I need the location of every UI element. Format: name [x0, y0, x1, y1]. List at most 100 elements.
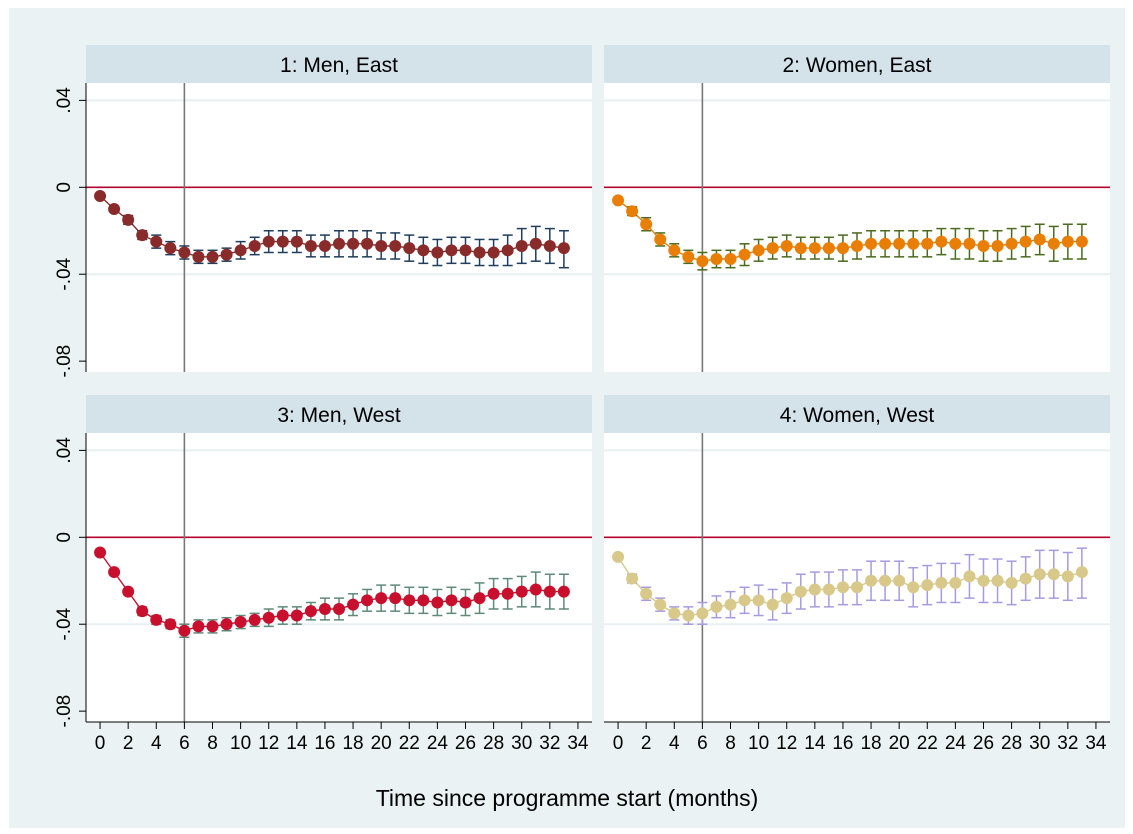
data-point	[557, 585, 570, 598]
x-tick-label: 30	[511, 733, 532, 754]
data-point	[766, 242, 779, 255]
panel-2: 2: Women, East	[604, 45, 1110, 372]
data-point	[654, 233, 667, 246]
data-point	[178, 246, 191, 259]
data-point	[459, 596, 472, 609]
x-tick-label: 0	[613, 733, 624, 754]
data-point	[262, 235, 275, 248]
data-point	[963, 570, 976, 583]
data-point	[206, 620, 219, 633]
data-point	[738, 248, 751, 261]
data-point	[304, 605, 317, 618]
x-tick-label: 14	[804, 733, 826, 754]
data-point	[626, 572, 639, 585]
x-tick-label: 34	[567, 733, 589, 754]
plot-area	[86, 83, 592, 372]
data-point	[375, 239, 388, 252]
data-point	[1019, 572, 1032, 585]
y-tick-label: .04	[54, 87, 75, 114]
x-tick-label: 4	[151, 733, 162, 754]
data-point	[696, 607, 709, 620]
data-point	[1075, 235, 1088, 248]
data-point	[347, 237, 360, 250]
x-tick-label: 10	[748, 733, 769, 754]
data-point	[668, 244, 681, 257]
data-point	[276, 235, 289, 248]
data-point	[766, 598, 779, 611]
data-point	[290, 609, 303, 622]
x-tick-label: 24	[945, 733, 967, 754]
data-point	[417, 244, 430, 257]
data-point	[893, 574, 906, 587]
data-point	[150, 613, 163, 626]
data-point	[921, 237, 934, 250]
data-point	[529, 583, 542, 596]
x-tick-label: 28	[483, 733, 504, 754]
data-point	[991, 239, 1004, 252]
x-tick-label: 24	[427, 733, 449, 754]
data-point	[935, 576, 948, 589]
data-point	[164, 242, 177, 255]
data-point	[94, 189, 107, 202]
data-point	[808, 583, 821, 596]
plot-area	[604, 83, 1110, 372]
y-tick-label: -.04	[54, 257, 75, 290]
data-point	[543, 585, 556, 598]
x-tick-label: 18	[342, 733, 363, 754]
data-point	[515, 585, 528, 598]
data-point	[865, 574, 878, 587]
data-point	[836, 242, 849, 255]
panel-title: 4: Women, West	[780, 404, 935, 427]
data-point	[178, 624, 191, 637]
panels: 1: Men, East .04 0 -.04 -.08 2: Women, East 3:…	[54, 45, 1110, 754]
data-point	[822, 242, 835, 255]
x-tick-label: 14	[286, 733, 308, 754]
data-point	[851, 239, 863, 252]
data-point	[361, 594, 374, 607]
data-point	[682, 250, 695, 263]
data-point	[963, 237, 976, 250]
data-point	[612, 194, 625, 207]
series-line	[99, 552, 564, 632]
y-tick-label: -.04	[54, 607, 75, 640]
x-tick-label: 20	[889, 733, 910, 754]
panel-title: 2: Women, East	[782, 54, 931, 77]
data-point	[431, 246, 444, 259]
x-tick-label: 8	[725, 733, 736, 754]
data-point	[836, 581, 849, 594]
data-point	[192, 620, 205, 633]
data-point	[1047, 237, 1060, 250]
data-point	[907, 237, 920, 250]
data-point	[640, 587, 653, 600]
data-point	[1033, 568, 1046, 581]
data-point	[403, 242, 416, 255]
data-point	[822, 583, 835, 596]
data-point	[738, 594, 751, 607]
panel-1: 1: Men, East .04 0 -.04 -.08	[54, 45, 592, 378]
data-point	[389, 239, 402, 252]
data-point	[794, 242, 807, 255]
panel-header	[86, 45, 592, 83]
data-point	[234, 244, 247, 257]
data-point	[682, 609, 695, 622]
data-point	[459, 244, 472, 257]
data-point	[696, 255, 709, 268]
data-point	[347, 598, 360, 611]
data-point	[710, 253, 723, 266]
data-point	[248, 239, 261, 252]
data-point	[640, 218, 653, 231]
data-point	[879, 237, 892, 250]
data-point	[935, 235, 948, 248]
data-point	[780, 592, 793, 605]
data-point	[612, 550, 625, 563]
data-point	[529, 237, 542, 250]
data-point	[865, 237, 878, 250]
data-point	[108, 566, 121, 579]
data-point	[276, 609, 289, 622]
data-point	[907, 581, 920, 594]
data-point	[248, 613, 261, 626]
x-tick-label: 12	[776, 733, 797, 754]
y-tick-label: .04	[54, 437, 75, 464]
